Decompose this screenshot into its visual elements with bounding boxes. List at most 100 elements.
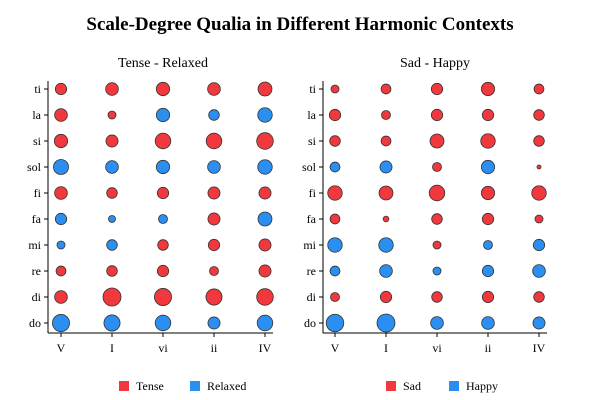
bubble-I-fi <box>378 185 394 201</box>
bubble-IV-si <box>256 132 274 150</box>
y-tick-label: si <box>308 134 317 148</box>
bubble-V-fi <box>54 186 68 200</box>
bubble-vi-ti <box>155 81 171 97</box>
bubble-I-di <box>102 287 122 307</box>
bubble-I-do <box>376 313 396 333</box>
x-tick-label: V <box>331 341 340 355</box>
bubble-IV-ti <box>533 83 545 95</box>
bubble-V-di <box>54 290 68 304</box>
y-tick-label: si <box>33 134 42 148</box>
y-tick-label: la <box>32 108 41 122</box>
bubble-V-sol <box>53 159 69 175</box>
bubble-vi-do <box>430 316 444 330</box>
y-tick-label: ti <box>34 82 41 96</box>
x-tick-label: vi <box>158 341 168 355</box>
bubble-V-re <box>329 265 341 277</box>
bubble-ii-fa <box>481 212 495 226</box>
y-tick-label: mi <box>303 238 316 252</box>
bubble-I-sol <box>379 160 393 174</box>
bubble-I-do <box>103 314 121 332</box>
bubble-vi-sol <box>155 159 171 175</box>
y-tick-label: re <box>32 264 41 278</box>
bubble-vi-di <box>154 288 172 306</box>
y-tick-label: fa <box>32 212 42 226</box>
legend-swatch-relaxed <box>190 381 200 391</box>
bubble-I-fa <box>382 215 390 223</box>
y-tick-label: la <box>307 108 316 122</box>
bubble-V-mi <box>327 237 343 253</box>
x-tick-label: V <box>57 341 66 355</box>
bubble-IV-di <box>256 288 274 306</box>
y-tick-label: do <box>29 316 41 330</box>
bubble-IV-la <box>533 109 545 121</box>
y-tick-label: sol <box>27 160 42 174</box>
bubble-vi-di <box>431 291 443 303</box>
bubble-vi-re <box>156 264 170 278</box>
bubble-ii-re <box>481 264 495 278</box>
bubble-I-si <box>380 135 392 147</box>
x-tick-label: I <box>384 341 388 355</box>
legend-label-relaxed: Relaxed <box>207 379 246 393</box>
bubble-IV-re <box>258 264 272 278</box>
bubble-I-mi <box>378 237 394 253</box>
y-tick-label: di <box>32 290 42 304</box>
bubble-vi-mi <box>432 240 442 250</box>
bubble-I-fi <box>106 187 118 199</box>
x-tick-label: IV <box>533 341 546 355</box>
bubble-ii-di <box>481 290 495 304</box>
bubble-IV-fi <box>531 185 547 201</box>
x-tick-label: IV <box>259 341 272 355</box>
bubble-IV-ti <box>257 81 273 97</box>
legend-label-happy: Happy <box>466 379 498 393</box>
bubble-V-fa <box>54 212 68 226</box>
bubble-ii-do <box>207 316 221 330</box>
bubble-ii-re <box>209 266 219 276</box>
panel-title: Tense - Relaxed <box>118 56 208 71</box>
bubble-I-fa <box>108 215 116 223</box>
bubble-V-mi <box>56 240 66 250</box>
y-tick-label: do <box>304 316 316 330</box>
bubble-ii-fi <box>207 186 221 200</box>
bubble-V-sol <box>329 161 341 173</box>
bubble-IV-fi <box>258 186 272 200</box>
bubble-ii-fa <box>207 212 221 226</box>
bubble-ii-la <box>481 108 495 122</box>
bubble-IV-mi <box>532 238 546 252</box>
bubble-V-fa <box>329 213 341 225</box>
bubble-I-re <box>106 265 118 277</box>
legend-swatch-tense <box>119 381 129 391</box>
x-tick-label: ii <box>485 341 492 355</box>
bubble-vi-sol <box>432 162 442 172</box>
bubble-IV-sol <box>257 159 273 175</box>
y-tick-label: fa <box>307 212 317 226</box>
bubble-V-si <box>53 133 69 149</box>
bubble-vi-fi <box>156 186 170 200</box>
bubble-vi-fa <box>158 214 168 224</box>
bubble-V-ti <box>54 82 68 96</box>
x-tick-label: I <box>110 341 114 355</box>
bubble-IV-sol <box>536 164 542 170</box>
bubble-V-fi <box>327 185 343 201</box>
bubble-ii-si <box>205 132 223 150</box>
bubble-ii-sol <box>207 160 221 174</box>
y-tick-label: re <box>307 264 316 278</box>
bubble-I-la <box>381 110 391 120</box>
bubble-I-di <box>379 290 393 304</box>
y-tick-label: di <box>307 290 317 304</box>
x-tick-label: ii <box>211 341 218 355</box>
y-tick-label: sol <box>302 160 317 174</box>
bubble-I-ti <box>105 82 119 96</box>
bubble-vi-si <box>154 132 172 150</box>
bubble-IV-fa <box>534 214 544 224</box>
bubble-ii-si <box>480 133 496 149</box>
bubble-V-di <box>330 292 340 302</box>
bubble-ii-di <box>205 288 223 306</box>
y-tick-label: fi <box>34 186 42 200</box>
bubble-I-mi <box>106 239 118 251</box>
bubble-IV-di <box>533 291 545 303</box>
bubble-ii-ti <box>207 82 221 96</box>
bubble-V-do <box>52 314 70 332</box>
bubble-I-re <box>379 264 393 278</box>
bubble-vi-do <box>154 314 172 332</box>
